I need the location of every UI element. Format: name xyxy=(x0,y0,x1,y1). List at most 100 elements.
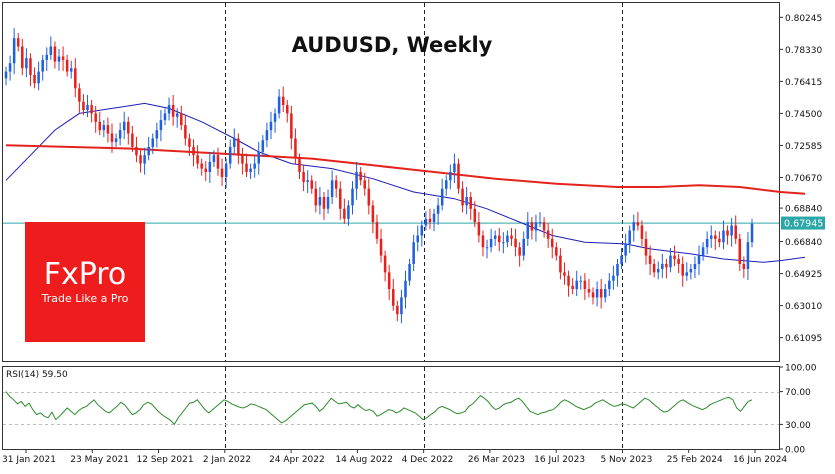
logo-tagline: Trade Like a Pro xyxy=(41,292,129,305)
candle xyxy=(469,192,472,220)
candle xyxy=(147,136,150,161)
time-axis-label: 4 Dec 2022 xyxy=(402,455,454,465)
candle xyxy=(436,197,440,225)
candle xyxy=(249,163,252,179)
candle xyxy=(689,263,693,280)
candle xyxy=(705,231,709,255)
candle xyxy=(709,225,713,248)
candle xyxy=(685,262,689,281)
candle xyxy=(245,153,248,177)
candle xyxy=(57,49,61,71)
candle xyxy=(90,100,93,123)
candle xyxy=(8,55,12,81)
candle xyxy=(595,281,599,307)
candle xyxy=(298,153,301,179)
candle xyxy=(343,198,346,224)
candle xyxy=(155,122,159,148)
candle xyxy=(722,220,725,250)
candle xyxy=(188,133,191,156)
candle xyxy=(665,258,668,279)
fxpro-logo: FxPro Trade Like a Pro xyxy=(25,222,145,342)
time-axis-label: 2 Jan 2022 xyxy=(203,455,251,465)
candle xyxy=(571,278,574,295)
candle xyxy=(106,117,110,143)
candle xyxy=(37,61,40,91)
candle xyxy=(257,141,261,175)
candle xyxy=(559,248,562,280)
rsi-axis: 100.00 70.00 30.00 0.00 xyxy=(779,364,817,456)
price-axis-label: 0.72585 xyxy=(785,142,822,152)
rsi-line-layer xyxy=(5,391,753,426)
candle xyxy=(371,200,375,234)
candle xyxy=(163,108,167,126)
candle xyxy=(351,181,354,215)
candle xyxy=(656,261,660,280)
candle xyxy=(550,228,554,259)
candle xyxy=(208,151,212,184)
logo-background xyxy=(25,222,145,342)
candle xyxy=(318,187,322,215)
rsi-label: RSI(14) 59.50 xyxy=(6,370,68,380)
candle xyxy=(78,83,81,113)
candle xyxy=(567,270,570,297)
candle xyxy=(457,158,460,194)
candle xyxy=(608,273,611,297)
candle xyxy=(412,234,415,271)
candle xyxy=(61,46,65,71)
candle xyxy=(253,156,256,178)
price-axis-label: 0.74500 xyxy=(785,110,822,120)
candle xyxy=(82,94,85,116)
candle xyxy=(65,54,69,77)
candle xyxy=(118,122,122,146)
candle xyxy=(632,214,636,242)
rsi-line xyxy=(5,391,753,426)
candle xyxy=(306,170,309,194)
candle xyxy=(677,253,680,274)
candle xyxy=(628,225,631,253)
time-axis: 31 Jan 2021 23 May 2021 12 Sep 2021 2 Jan 2… xyxy=(2,449,787,465)
candle xyxy=(21,38,24,76)
candle xyxy=(542,217,546,238)
candle xyxy=(290,105,293,150)
time-axis-label: 16 Jul 2023 xyxy=(534,455,585,465)
short-moving-average-line xyxy=(5,102,806,263)
candlesticks xyxy=(4,28,754,324)
candle xyxy=(420,220,424,247)
candle xyxy=(591,287,595,305)
candle xyxy=(497,228,501,252)
candle xyxy=(563,262,566,285)
candle xyxy=(359,166,362,186)
candle xyxy=(33,67,36,89)
candle xyxy=(241,147,244,175)
last-price-label-bg xyxy=(781,216,825,230)
candle xyxy=(387,264,391,301)
candle xyxy=(408,258,411,286)
rsi-axis-label: 70.00 xyxy=(785,388,811,398)
candle xyxy=(726,225,729,245)
candle xyxy=(652,258,656,278)
candle xyxy=(396,300,399,322)
candle xyxy=(485,239,489,259)
candle xyxy=(506,230,509,248)
candle xyxy=(143,147,146,175)
candle xyxy=(742,256,746,279)
candle xyxy=(599,279,603,309)
candle xyxy=(139,150,142,173)
chart-title: AUDUSD, Weekly xyxy=(292,33,493,57)
candle xyxy=(184,115,187,146)
price-axis-label: 0.64925 xyxy=(785,270,822,280)
candle xyxy=(286,100,289,123)
candle xyxy=(29,53,32,86)
candle xyxy=(347,200,350,226)
candle xyxy=(49,36,53,60)
rsi-axis-label: 0.00 xyxy=(785,446,805,456)
candle xyxy=(603,284,607,303)
candle xyxy=(339,181,342,220)
candle xyxy=(167,97,171,121)
candle xyxy=(114,133,118,147)
candle xyxy=(620,248,623,269)
price-axis-label: 0.76415 xyxy=(785,78,822,88)
candle xyxy=(465,187,468,215)
candle xyxy=(583,273,587,301)
